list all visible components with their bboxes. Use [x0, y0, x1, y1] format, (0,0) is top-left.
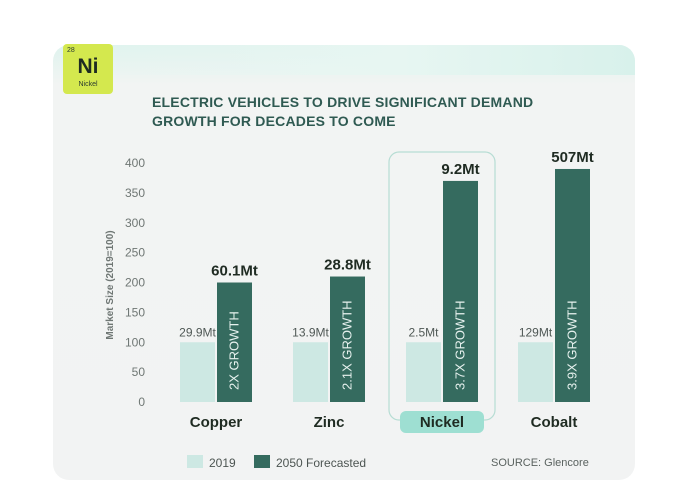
nickel-element-badge: 28 Ni Nickel — [63, 44, 113, 94]
growth-label-copper: 2X GROWTH — [227, 311, 242, 390]
growth-label-cobalt: 3.9X GROWTH — [565, 300, 580, 390]
element-number: 28 — [67, 47, 75, 54]
y-axis-title: Market Size (2019=100) — [105, 230, 116, 339]
category-label-nickel: Nickel — [420, 414, 464, 431]
bar-2050-copper — [217, 282, 252, 402]
legend-label-2050: 2050 Forecasted — [276, 456, 367, 470]
bar-label-2050-copper: 60.1Mt — [211, 263, 258, 280]
category-label-zinc: Zinc — [314, 414, 345, 431]
y-tick-label: 150 — [125, 305, 145, 319]
nickel-highlight-frame — [388, 151, 496, 421]
growth-label-nickel: 3.7X GROWTH — [453, 300, 468, 390]
bar-label-2050-nickel: 9.2Mt — [441, 161, 479, 178]
element-name: Nickel — [78, 81, 98, 88]
legend-swatch-2050 — [254, 455, 270, 468]
bar-label-2019-copper: 29.9Mt — [179, 325, 216, 339]
category-label-cobalt: Cobalt — [531, 414, 578, 431]
bar-2019-copper — [180, 342, 215, 402]
y-tick-label: 0 — [138, 395, 145, 409]
y-tick-label: 50 — [132, 365, 146, 379]
source-note: SOURCE: Glencore — [491, 457, 589, 469]
nickel-category-pill — [400, 411, 484, 433]
bar-label-2019-zinc: 13.9Mt — [292, 325, 329, 339]
y-tick-label: 100 — [125, 335, 145, 349]
card-header-accent — [53, 45, 635, 75]
legend-label-2019: 2019 — [209, 456, 236, 470]
bar-2019-nickel — [406, 342, 441, 402]
growth-label-zinc: 2.1X GROWTH — [340, 300, 355, 390]
chart-title: ELECTRIC VEHICLES TO DRIVE SIGNIFICANT D… — [152, 94, 534, 129]
category-label-copper: Copper — [190, 414, 243, 431]
element-symbol: Ni — [77, 55, 99, 78]
y-tick-label: 250 — [125, 246, 145, 260]
y-tick-label: 350 — [125, 186, 145, 200]
bar-label-2050-cobalt: 507Mt — [551, 149, 594, 166]
y-tick-label: 400 — [125, 156, 145, 170]
bar-2050-cobalt — [555, 168, 590, 402]
bar-label-2050-zinc: 28.8Mt — [324, 257, 371, 274]
bar-label-2019-nickel: 2.5Mt — [408, 325, 439, 339]
bar-2050-nickel — [443, 180, 478, 402]
bar-2050-zinc — [330, 276, 365, 402]
y-tick-label: 200 — [125, 276, 145, 290]
legend-swatch-2019 — [187, 455, 203, 468]
bar-2019-zinc — [293, 342, 328, 402]
bar-2019-cobalt — [518, 342, 553, 402]
chart-card — [53, 45, 635, 480]
bar-label-2019-cobalt: 129Mt — [519, 325, 553, 339]
y-tick-label: 300 — [125, 216, 145, 230]
